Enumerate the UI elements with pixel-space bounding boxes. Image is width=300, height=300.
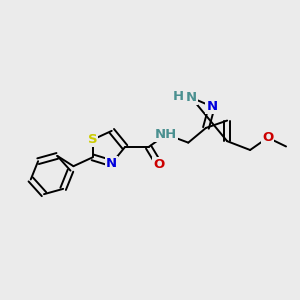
Text: N: N	[206, 100, 218, 113]
Text: NH: NH	[155, 128, 177, 141]
Text: O: O	[153, 158, 164, 171]
Text: N: N	[106, 157, 117, 170]
Text: O: O	[262, 131, 273, 144]
Text: H: H	[172, 90, 184, 103]
Text: S: S	[88, 133, 98, 146]
Text: N: N	[186, 91, 197, 104]
